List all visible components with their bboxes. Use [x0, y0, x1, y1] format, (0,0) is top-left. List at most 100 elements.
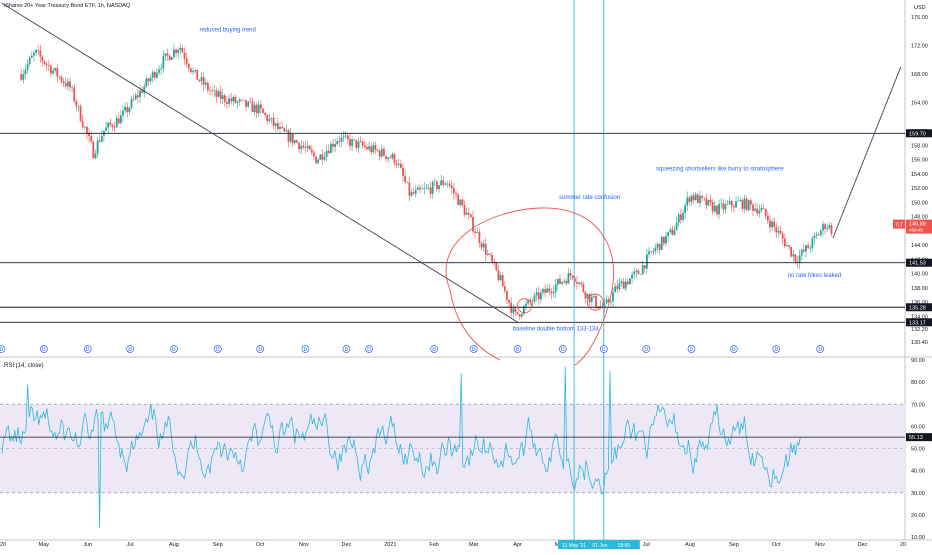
- candle-body: [762, 208, 765, 209]
- candle-body: [472, 216, 474, 232]
- candle-body: [616, 286, 619, 290]
- dividend-marker: [256, 345, 265, 353]
- candle-body: [247, 101, 250, 107]
- chart-annotation: summer rate confusion: [559, 195, 620, 201]
- candle-body: [607, 299, 610, 303]
- candle-body: [643, 265, 646, 269]
- price-tick-label: 154.00: [911, 172, 928, 178]
- candle-body: [64, 83, 67, 87]
- time-tick-label: 20: [0, 542, 6, 548]
- price-tick-label: 138.00: [911, 286, 928, 292]
- candle-body: [245, 99, 247, 107]
- candle-body: [682, 212, 684, 220]
- dividend-marker: [642, 345, 651, 353]
- candle-body: [249, 101, 252, 103]
- candle-body: [147, 78, 150, 82]
- candle-body: [293, 140, 296, 144]
- candle-body: [705, 198, 708, 206]
- price-tick-label: 130.40: [911, 340, 928, 346]
- candle-body: [654, 247, 657, 252]
- candle-body: [811, 238, 814, 249]
- rsi-tick-label: 20.00: [911, 513, 925, 519]
- candle-body: [52, 70, 54, 74]
- dividend-marker: [730, 345, 738, 353]
- candle-body: [349, 139, 351, 147]
- candle-body: [323, 156, 326, 160]
- rsi-tick-label: 30.00: [911, 491, 925, 497]
- price-tick-label: 148.00: [911, 215, 928, 221]
- candle-body: [497, 270, 500, 281]
- candle-body: [593, 295, 595, 298]
- candle-body: [713, 205, 716, 212]
- candle-body: [618, 283, 621, 290]
- candle-body: [779, 230, 782, 234]
- candle-body: [463, 205, 466, 215]
- candle-body: [166, 53, 169, 56]
- candle-body: [792, 254, 795, 257]
- time-tick-label: Aug: [685, 542, 695, 548]
- candle-body: [162, 56, 165, 69]
- candle-body: [175, 49, 177, 54]
- candle-body: [211, 90, 214, 92]
- candle-body: [298, 142, 300, 150]
- candle-body: [722, 203, 725, 210]
- candle-body: [747, 200, 750, 211]
- candle-body: [62, 81, 65, 84]
- candle-body: [671, 229, 674, 235]
- candle-body: [442, 180, 445, 185]
- candle-body: [187, 63, 190, 69]
- candle-body: [436, 181, 438, 189]
- candle-body: [419, 187, 421, 190]
- candle-body: [775, 227, 778, 233]
- candle-body: [433, 181, 436, 183]
- candle-body: [520, 314, 523, 317]
- level-badge: [906, 258, 932, 267]
- candle-body: [164, 53, 167, 57]
- candle-body: [215, 90, 218, 97]
- candle-body: [90, 136, 93, 142]
- candle-body: [41, 56, 44, 62]
- dividend-marker: [126, 345, 134, 353]
- candle-body: [351, 139, 354, 147]
- candle-body: [105, 127, 107, 131]
- rsi-tick-label: 60.00: [911, 424, 925, 430]
- time-tick-label: Nov: [299, 542, 309, 548]
- candle-body: [370, 146, 373, 153]
- candle-body: [660, 236, 663, 250]
- candle-body: [523, 306, 525, 315]
- candle-body: [565, 280, 568, 284]
- candle-body: [573, 277, 576, 283]
- candle-body: [380, 148, 383, 157]
- candle-body: [692, 195, 695, 201]
- candle-body: [716, 205, 718, 215]
- candle-body: [703, 197, 706, 199]
- candle-body: [206, 82, 209, 91]
- candle-body: [236, 101, 239, 103]
- level-badge: [906, 303, 932, 312]
- candle-body: [327, 150, 330, 154]
- candle-body: [701, 195, 703, 198]
- candle-body: [153, 72, 156, 78]
- candle-body: [251, 101, 254, 112]
- candle-body: [552, 292, 555, 294]
- candle-body: [739, 199, 742, 201]
- price-tick-label: 152.00: [911, 186, 928, 192]
- candle-body: [663, 236, 665, 244]
- candle-body: [24, 69, 27, 75]
- candle-body: [457, 194, 460, 206]
- price-tick-label: 158.00: [911, 143, 928, 149]
- rsi-last-value-label: 55.13: [909, 435, 923, 441]
- candle-body: [446, 183, 449, 185]
- candle-body: [686, 197, 689, 206]
- candle-body: [559, 278, 561, 284]
- candle-body: [650, 251, 653, 253]
- candle-body: [376, 149, 379, 151]
- trend-line: [1, 2, 518, 323]
- candle-body: [136, 95, 139, 98]
- candle-body: [794, 254, 797, 262]
- dividend-marker-label: D: [345, 347, 349, 353]
- candle-body: [786, 245, 788, 247]
- level-label: 141.53: [909, 261, 926, 267]
- candle-body: [745, 198, 748, 211]
